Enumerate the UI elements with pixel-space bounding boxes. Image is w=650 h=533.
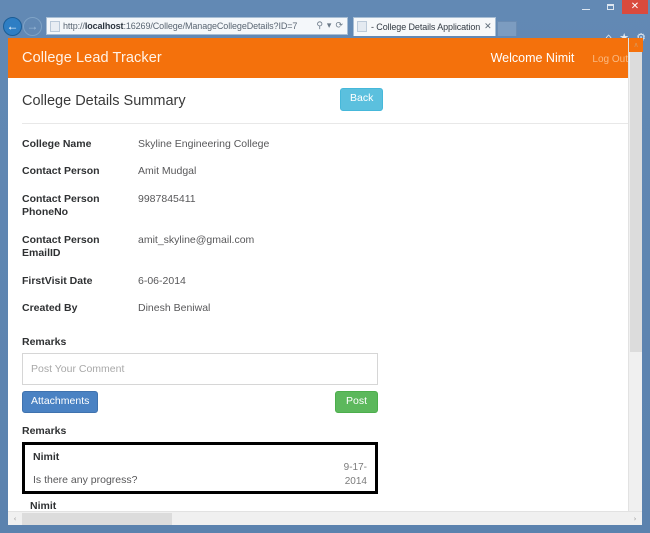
detail-row-created-by: Created By Dinesh Beniwal <box>22 302 628 315</box>
detail-value: amit_skyline@gmail.com <box>138 233 255 246</box>
remark-date: 9-17-2014 <box>343 462 367 487</box>
remarks-form-buttons: Attachments Post <box>22 390 378 414</box>
remark-item[interactable]: Nimit Is there any progress? 9-17-2014 <box>22 442 378 495</box>
horizontal-scrollbar[interactable]: ‹ › <box>8 511 642 525</box>
remarks-list-section: Remarks Nimit Is there any progress? 9-1… <box>22 425 628 525</box>
close-icon[interactable]: ✕ <box>484 21 492 32</box>
detail-value: Amit Mudgal <box>138 165 197 178</box>
star-icon[interactable]: ★ <box>619 32 629 43</box>
scroll-right-icon[interactable]: › <box>633 515 637 523</box>
detail-value: Skyline Engineering College <box>138 138 270 150</box>
attachments-button[interactable]: Attachments <box>22 390 99 414</box>
vertical-scrollbar[interactable]: ∧ ∨ <box>628 38 643 525</box>
remarks-form-label: Remarks <box>22 335 67 348</box>
remark-body: Is there any progress? <box>33 474 138 487</box>
tabstrip: - College Details Application ✕ <box>353 16 517 36</box>
detail-row-contact-person: Contact Person Amit Mudgal <box>22 165 628 178</box>
detail-label: Contact Person PhoneNo <box>22 192 100 219</box>
url-host: localhost <box>84 21 124 31</box>
horizontal-scrollbar-thumb[interactable] <box>22 513 172 525</box>
minimize-button[interactable] <box>574 0 598 14</box>
remark-author: Nimit <box>33 451 60 464</box>
detail-label: FirstVisit Date <box>22 274 93 287</box>
window-controls: ✕ <box>574 0 648 14</box>
app-header-right: Welcome Nimit Log Out <box>491 51 628 65</box>
post-button[interactable]: Post <box>334 390 378 414</box>
detail-label: Contact Person EmailID <box>22 233 100 260</box>
tab-title: - College Details Application <box>371 21 481 32</box>
url-protocol: http:// <box>63 21 85 31</box>
remarks-form: Remarks Attachments Post <box>22 336 628 414</box>
refresh-icon[interactable]: ⟳ <box>335 21 343 31</box>
browser-toolbar-icons: ⌂ ★ ⚙ <box>605 32 646 43</box>
comment-input[interactable] <box>22 352 378 385</box>
detail-value: Dinesh Beniwal <box>138 302 211 315</box>
tab-favicon <box>357 21 367 32</box>
page-content: College Details Summary Back College Nam… <box>8 78 642 525</box>
detail-row-contact-phone: Contact Person PhoneNo 9987845411 <box>22 193 628 220</box>
detail-row-contact-email: Contact Person EmailID amit_skyline@gmai… <box>22 234 628 261</box>
college-details-list: College Name Skyline Engineering College… <box>22 138 628 316</box>
detail-value: 6-06-2014 <box>138 274 186 287</box>
detail-value: 9987845411 <box>138 192 196 205</box>
back-button[interactable]: Back <box>340 88 384 111</box>
detail-label: College Name <box>22 138 92 150</box>
detail-label: Contact Person <box>22 165 100 178</box>
new-tab-button[interactable] <box>496 20 517 36</box>
vertical-scrollbar-thumb[interactable] <box>630 52 642 352</box>
close-icon[interactable]: ✕ <box>622 0 648 14</box>
address-bar[interactable]: http://localhost:16269/College/ManageCol… <box>46 17 348 35</box>
browser-navbar: ← → http://localhost:16269/College/Manag… <box>0 14 650 43</box>
remark-author: Nimit <box>30 500 57 513</box>
search-icon[interactable]: ⚲ <box>316 21 323 31</box>
remarks-list-label: Remarks <box>22 425 67 438</box>
detail-label: Created By <box>22 302 78 315</box>
back-arrow-icon[interactable]: ← <box>3 16 22 36</box>
home-icon[interactable]: ⌂ <box>605 32 612 43</box>
page-title: College Details Summary <box>22 92 186 109</box>
browser-titlebar: ✕ <box>0 0 650 14</box>
app-brand[interactable]: College Lead Tracker <box>22 50 162 66</box>
detail-row-first-visit-date: FirstVisit Date 6-06-2014 <box>22 275 628 288</box>
page-viewport: College Lead Tracker Welcome Nimit Log O… <box>8 38 642 525</box>
tab-college-details-application[interactable]: - College Details Application ✕ <box>353 16 496 36</box>
chevron-down-icon[interactable]: ▾ <box>326 21 332 31</box>
scroll-left-icon[interactable]: ‹ <box>13 515 17 523</box>
gear-icon[interactable]: ⚙ <box>636 32 646 43</box>
welcome-user-label: Welcome Nimit <box>490 51 575 65</box>
page-icon <box>50 20 60 32</box>
app-header: College Lead Tracker Welcome Nimit Log O… <box>8 38 642 78</box>
page-header: College Details Summary Back <box>22 78 628 124</box>
detail-row-college-name: College Name Skyline Engineering College <box>22 138 628 151</box>
maximize-button[interactable] <box>598 0 622 14</box>
scroll-up-icon[interactable]: ∧ <box>629 38 643 52</box>
url-text: http://localhost:16269/College/ManageCol… <box>63 21 316 31</box>
logout-link[interactable]: Log Out <box>592 54 628 65</box>
forward-arrow-icon[interactable]: → <box>23 16 42 36</box>
url-path: :16269/College/ManageCollegeDetails?ID=7 <box>123 21 298 31</box>
